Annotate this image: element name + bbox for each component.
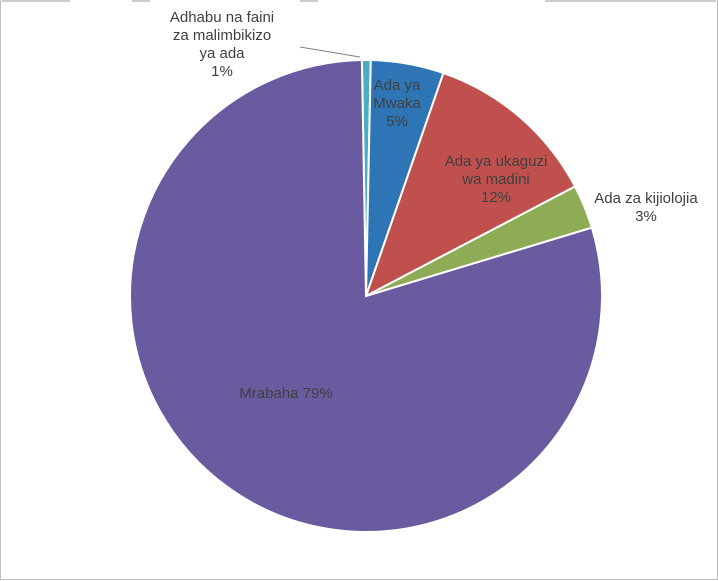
data-label-line: Mrabaha 79% — [239, 385, 332, 402]
data-label-ada-ya-mwaka: Ada ya Mwaka 5% — [373, 77, 421, 130]
data-label-line: 1% — [211, 63, 233, 80]
data-label-line: wa madini — [461, 171, 530, 188]
data-label-line: Adhabu na faini — [170, 9, 274, 26]
data-label-mrabaha: Mrabaha 79% — [239, 385, 332, 402]
data-label-line: za malimbikizo — [173, 27, 271, 44]
data-label-line: 5% — [386, 113, 408, 130]
leader-line-adhabu-na-faini-za-malimbikizo-ya-ada — [299, 46, 361, 58]
slice-ada-ya-ukaguzi-wa-madini — [364, 71, 577, 299]
data-label-line: Ada ya ukaguzi — [445, 153, 548, 170]
pie-slices — [129, 59, 603, 533]
data-label-adhabu-na-faini-za-malimbikizo-ya-ada: Adhabu na faini za malimbikizo ya ada 1% — [170, 9, 274, 80]
data-label-line: 3% — [635, 208, 657, 225]
data-label-ada-ya-ukaguzi-wa-madini: Ada ya ukaguzi wa madini 12% — [445, 153, 548, 206]
data-label-line: Mwaka — [373, 95, 421, 112]
data-label-ada-za-kijiolojia: Ada za kijiolojia 3% — [594, 190, 698, 225]
pie-labels: Adhabu na faini za malimbikizo ya ada 1% Ada… — [170, 9, 698, 402]
data-label-line: Ada ya — [374, 77, 421, 94]
slice-mrabaha — [129, 59, 603, 533]
data-label-line: ya ada — [199, 45, 245, 62]
data-label-line: 12% — [481, 189, 511, 206]
data-label-line: Ada za kijiolojia — [594, 190, 698, 207]
